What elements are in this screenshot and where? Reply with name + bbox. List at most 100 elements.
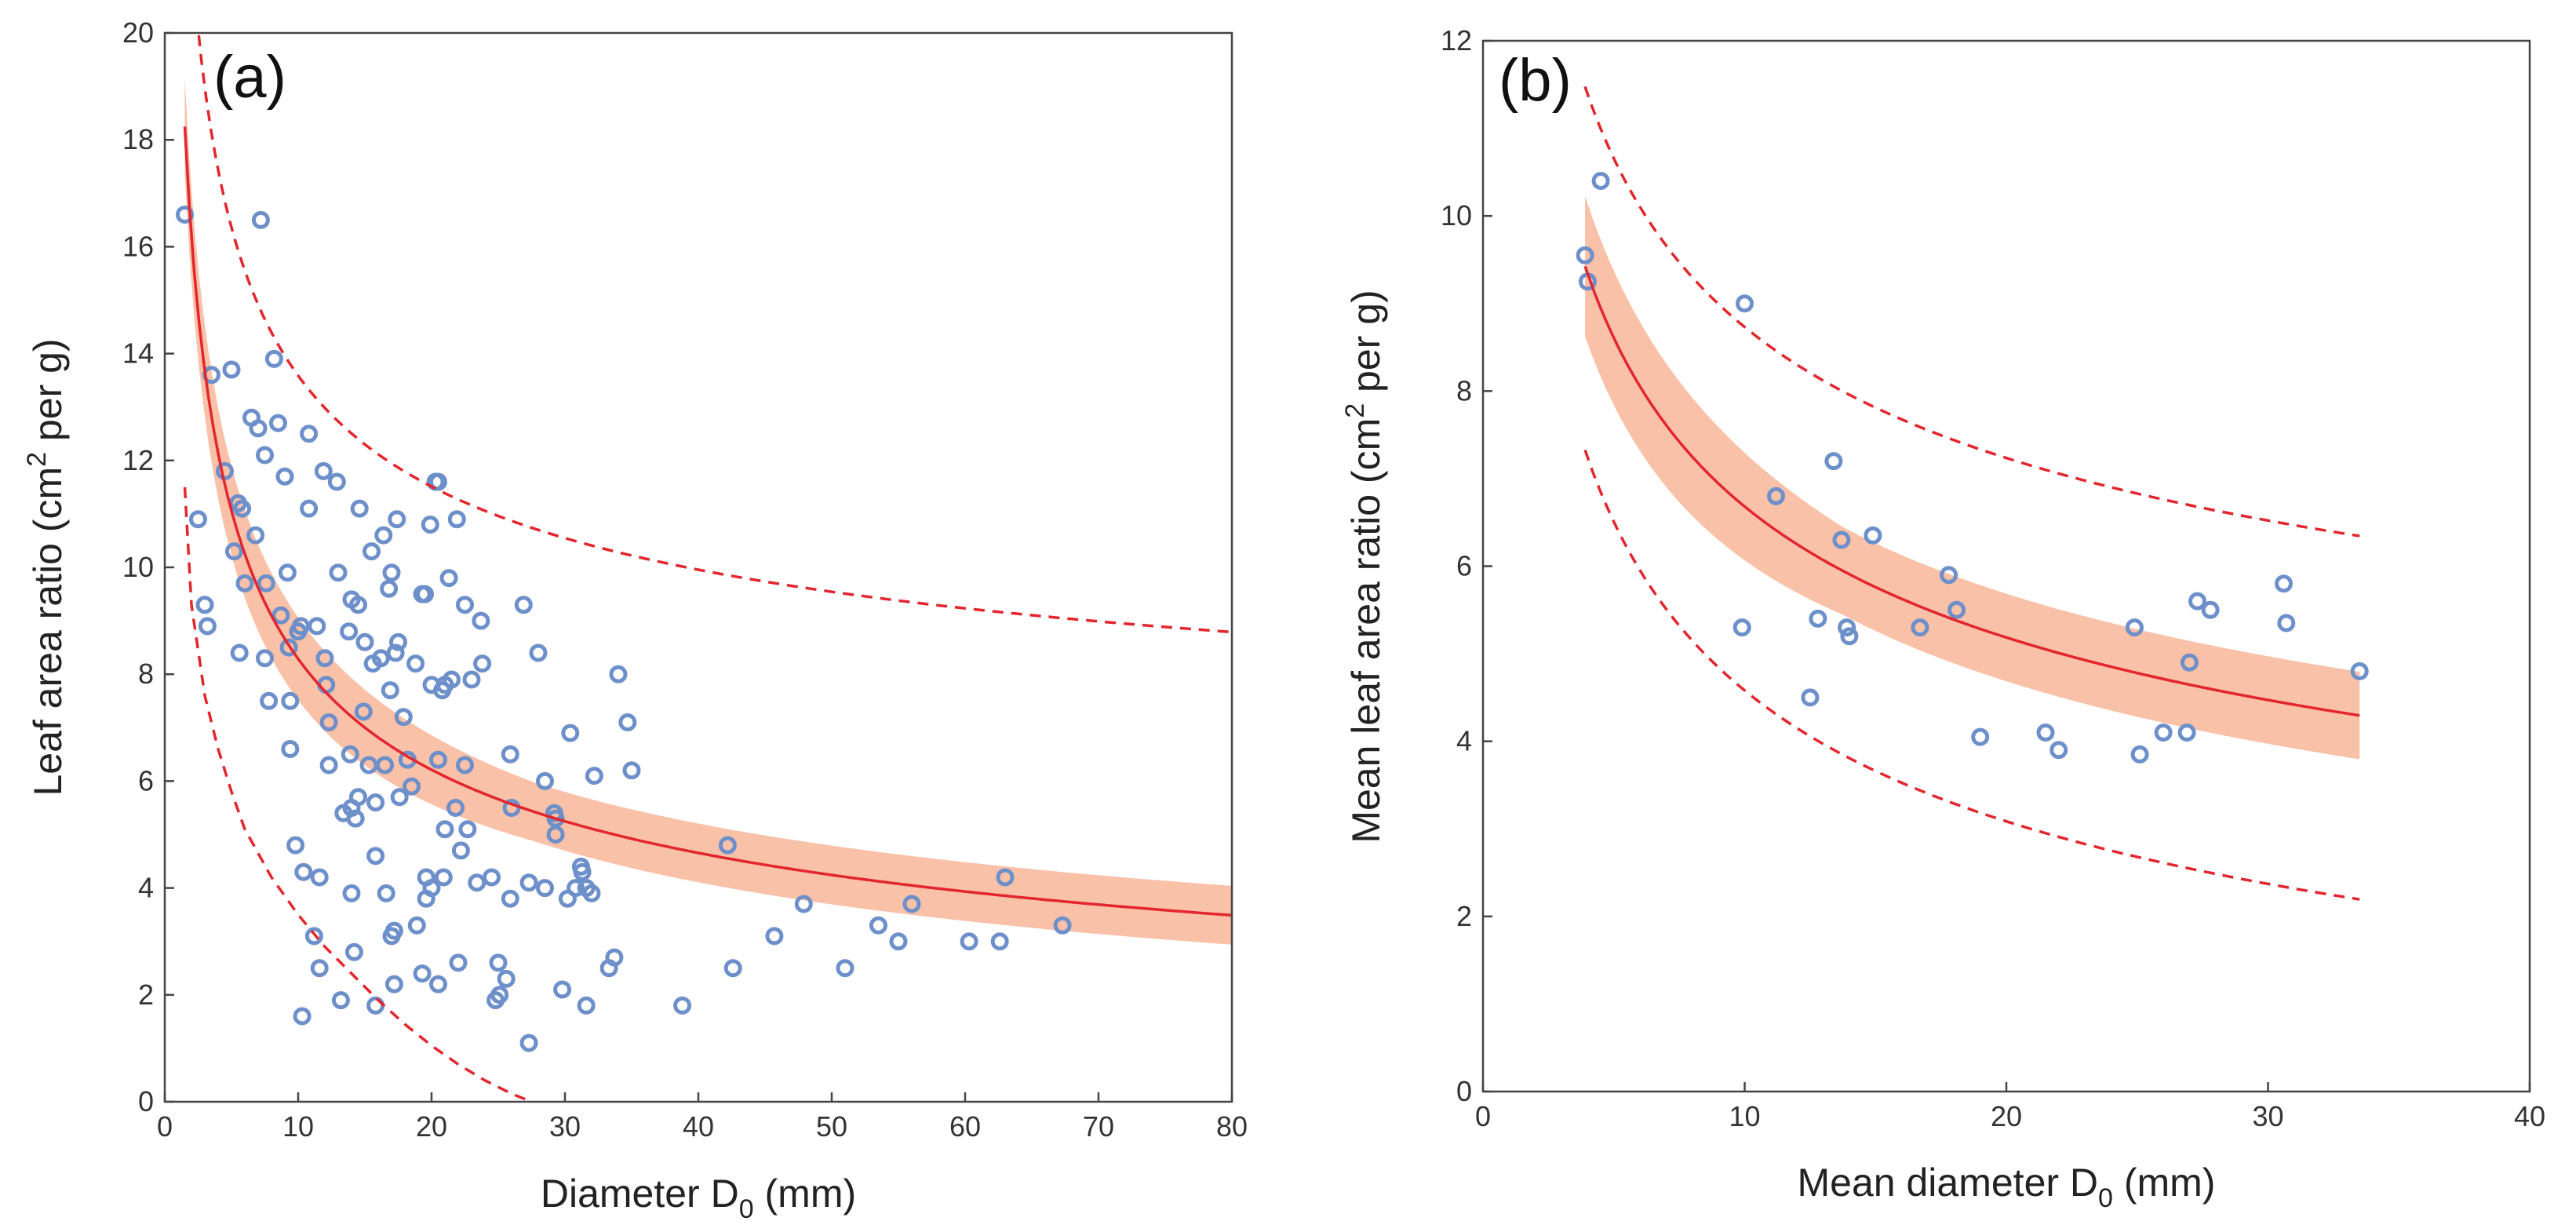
panel-a-data-point	[275, 467, 294, 486]
panel-a-data-point	[446, 799, 465, 817]
panel-b-data-point	[2154, 724, 2173, 742]
panel-a-data-point	[195, 596, 214, 614]
panel-a-data-point	[490, 986, 509, 1004]
panel-b-ylabel-unit: per g)	[1344, 290, 1388, 403]
panel-a-data-point	[618, 713, 637, 731]
panel-a-data-point	[300, 425, 319, 443]
panel-b-y-axis-title: Mean leaf area ratio (cm2 per g)	[1340, 290, 1388, 843]
panel-a-data-point	[990, 932, 1009, 951]
panel-a-data-point	[286, 836, 305, 855]
panel-a-data-point	[269, 414, 287, 432]
panel-a-data-point	[723, 959, 742, 978]
panel-a-data-point	[836, 959, 854, 978]
panel-a-data-point	[340, 622, 359, 641]
panel-a-y-tick-label: 20	[122, 16, 154, 49]
panel-a-data-point	[293, 1007, 312, 1026]
panel-a-data-point	[553, 980, 572, 999]
panel-a-data-point	[310, 959, 329, 978]
panel-a-data-point	[366, 793, 385, 812]
panel-a-data-point	[389, 632, 407, 651]
panel-a-data-point	[429, 750, 447, 769]
panel-a-data-point	[390, 788, 409, 807]
panel-a-data-point	[260, 691, 279, 710]
panel-a-data-point	[421, 516, 439, 534]
panel-a-y-tick-label: 18	[122, 123, 154, 155]
panel-a-data-point	[308, 617, 326, 636]
panel-b-data-point	[1832, 530, 1851, 549]
panel-b-y-tick-label: 10	[1441, 199, 1472, 231]
panel-a-data-point	[406, 654, 425, 673]
panel-a-data-point	[382, 563, 401, 582]
panel-b-data-point	[1824, 452, 1843, 471]
panel-b-points	[1576, 172, 2369, 764]
panel-a-x-tick-label: 0	[157, 1110, 173, 1143]
panel-a-data-point	[329, 563, 348, 582]
panel-a-data-point	[377, 884, 395, 902]
panel-a-label: (a)	[213, 44, 286, 111]
panel-a-data-point	[497, 969, 516, 988]
panel-b-data-point	[1911, 618, 1929, 637]
panel-b-data-point	[2275, 574, 2293, 593]
panel-b-data-point	[2125, 618, 2144, 637]
panel-a-data-point	[582, 884, 601, 902]
panel-a-data-point	[765, 927, 784, 946]
panel-a-data-point	[605, 948, 624, 967]
panel-a-data-point	[281, 740, 300, 758]
panel-a-data-point	[278, 563, 297, 582]
panel-a-data-point	[314, 461, 333, 480]
panel-a-y-tick-label: 6	[138, 764, 154, 796]
panel-a-data-point	[439, 569, 458, 588]
panel-a-data-point	[363, 542, 381, 561]
panel-a-data-point	[546, 809, 565, 828]
panel-a-data-point	[447, 510, 466, 529]
panel-b-data-point	[2277, 614, 2296, 632]
panel-a-data-point	[384, 975, 403, 993]
panel-a-data-point	[224, 542, 243, 561]
panel-a-data-point	[458, 820, 477, 839]
panel-b-y-tick-label: 8	[1456, 374, 1472, 406]
panel-a-y-tick-label: 2	[138, 979, 154, 1011]
panel-a-data-point	[230, 643, 249, 662]
panel-a-data-point	[355, 632, 374, 651]
panel-a-x-tick-label: 50	[816, 1110, 847, 1143]
panel-a-data-point	[350, 499, 369, 518]
panel-a-data-point	[577, 996, 596, 1015]
panel-a-y-tick-label: 14	[122, 337, 154, 370]
panel-a-data-point	[304, 927, 323, 946]
panel-b-fit-curve	[1583, 265, 2360, 717]
panel-a-data-point	[434, 868, 453, 887]
panel-a-data-point	[622, 761, 641, 780]
panel-a-data-point	[300, 499, 319, 518]
panel-b-xlabel-main: Mean diameter D	[1798, 1161, 2099, 1205]
panel-a-data-point	[536, 879, 554, 898]
panel-a-confidence-band	[184, 79, 1232, 945]
panel-b-confidence-band	[1585, 196, 2360, 760]
panel-a-ylabel-sup: 2	[22, 452, 52, 467]
panel-a-data-point	[310, 868, 329, 887]
panel-a-data-point	[456, 596, 474, 614]
panel-a-data-point	[251, 210, 270, 229]
panel-a-data-point	[376, 756, 394, 775]
panel-a-data-point	[489, 953, 508, 972]
panel-b-data-point	[2188, 592, 2206, 611]
panel-a-y-tick-label: 0	[138, 1085, 154, 1117]
panel-a-data-point	[366, 847, 385, 866]
panel-b-data-point	[1736, 294, 1754, 313]
panel-b-y-tick-label: 12	[1441, 24, 1472, 56]
panel-b-data-point	[2180, 653, 2199, 672]
panel-b-prediction-lower	[1583, 450, 2360, 901]
panel-a-data-point	[416, 585, 434, 603]
panel-a-data-point	[354, 702, 373, 721]
panel-a-data-point	[327, 472, 346, 491]
panel-a-xlabel-unit: (mm)	[754, 1172, 857, 1216]
panel-a-x-axis-title: Diameter D0 (mm)	[541, 1172, 856, 1224]
panel-b-data-point	[1767, 487, 1785, 505]
panel-a-data-point	[585, 767, 603, 785]
panel-b-xlabel-unit: (mm)	[2113, 1161, 2216, 1205]
panel-a-x-tick-label: 30	[549, 1110, 581, 1143]
panel-b-xlabel-sub: 0	[2098, 1183, 2113, 1213]
panel-a-data-point	[344, 942, 363, 961]
panel-a-fit-curve	[183, 126, 1232, 917]
